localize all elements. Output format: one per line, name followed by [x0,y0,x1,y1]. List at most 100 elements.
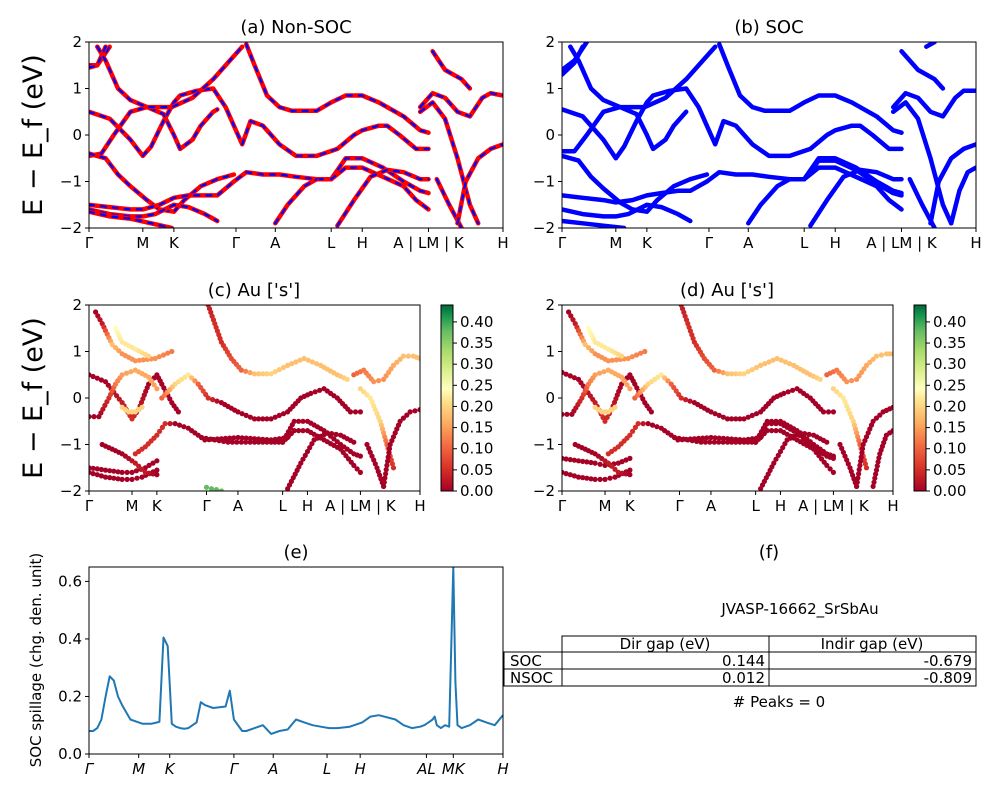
panel-d-band-15-point [827,466,833,472]
panel-d-band-9-point [787,361,793,367]
panel-c-band-10-point [192,378,198,384]
panel-c-band-2-point [93,309,99,315]
panel-c-band-13-point [302,452,308,458]
panel-d-colorbar-tick-label: 0.30 [933,355,966,373]
panel-d-band-20-point [870,483,876,489]
panel-d-xtick-label: M [599,497,612,515]
panel-a-band-18 [430,49,473,91]
panel-d-colorbar-tick-label: 0.35 [933,334,966,352]
panel-d-band-8-point [716,435,722,441]
panel-c-xtick-label: L [278,497,287,515]
panel-a-ytick-label: 1 [72,80,82,98]
panel-e-ytick-label: 0.0 [58,745,82,763]
panel-d-colorbar: 0.00 0.05 0.10 0.15 0.20 0.25 0.30 0.35 0.40 [913,304,966,500]
panel-d-band-10-point [733,416,739,422]
panel-c-band-4-point [107,468,113,474]
panel-d-colorbar-tick-label: 0.40 [933,313,966,331]
panel-d-band-9-point [724,371,731,377]
panel-e-xtick-label: A [267,760,278,778]
panel-d-band-8-point [654,424,660,430]
panel-b-band-15 [890,88,976,119]
panel-c-band-9-point [260,371,266,377]
panel-d-band-0-point [571,375,578,381]
panel-d-band-19-point [839,445,845,451]
panel-c-colorbar-tick-label: 0.10 [460,440,493,458]
panel-c-xtick-label: H [302,497,313,515]
panel-e-xtick-label: L [323,760,331,778]
panel-c-band-8-point [176,422,183,428]
panel-c-band-15-point [394,359,400,365]
panel-c-band-0-point [175,409,181,415]
panel-c-band-16-point [381,430,387,436]
table-row-nsoc-indir: -0.809 [924,669,972,687]
panel-d-band-4-point [567,457,573,463]
panel-d-band-11-point [729,439,735,445]
panel-d-band-4-point [563,456,569,462]
panel-a-band-2-overlay [89,87,430,157]
panel-d-band-7-point [623,471,629,477]
panel-d-band-14-point [777,448,784,455]
panel-c-band-5-point [102,474,109,480]
panel-c-band-17-point [392,430,398,436]
panel-d-band-2-point [609,357,615,363]
panel-c-band-7-point [136,463,142,469]
panel-d-band-9-point [774,355,780,362]
panel-c-band-8-point [157,428,163,434]
panel-d-band-14-point [782,441,788,447]
panel-d-band-11-point [741,439,747,445]
panel-d-band-8-point [640,421,646,427]
panel-b-band-21 [924,42,937,49]
panel-d-band-5-point [563,471,569,477]
panel-c-band-10-point [239,411,245,417]
panel-d-band-19-point [837,441,843,448]
panel-a-ytick-label: 2 [72,33,82,51]
panel-a-band-2 [89,86,431,159]
panel-f-summary: JVASP-16662_SrSbAu Dir gap (eV) Indir ga… [503,600,977,711]
panel-d-band-15-point [830,469,837,475]
panel-c-band-8-point [247,435,253,441]
panel-c-band-18-point [366,445,372,451]
panel-c-band-18-point [369,453,375,459]
panel-d-band-9-point [766,359,772,365]
panel-c-band-1-point [128,369,134,375]
panel-c-band-4-point [98,466,104,473]
panel-c-band-15-point [397,356,403,362]
panel-d-band-16-point [844,379,850,385]
panel-c-band-15-point [405,353,411,359]
panel-c-band-16-point [372,407,378,413]
panel-b-ytick-label: 1 [545,80,555,98]
panel-c-xtick-label: K [152,497,163,515]
panel-d-band-7-point [605,460,611,466]
panel-d-band-3-point [619,353,625,359]
panel-d-band-10-point [781,390,787,396]
panel-a-band-12-overlay [330,166,430,211]
panel-d-band-9-point [770,357,776,363]
panel-d-ytick-label: 2 [545,296,555,314]
panel-c-band-10-point [317,387,323,393]
panel-a-xtick-label: K [169,234,180,252]
panel-d-band-4-point [619,459,625,465]
panel-c-band-13-point [333,431,339,437]
panel-e-xtick-label: MK [442,760,466,778]
panel-d-band-18-point [855,475,861,481]
panel-a-band-9-overlay [245,43,430,134]
panel-c-band-9-point [314,361,320,367]
panel-c-band-9-point [344,376,350,382]
panel-d-band-10-point [790,387,796,393]
panel-b-band-4 [562,153,710,214]
panel-d-band-5-point [580,475,586,481]
panel-b-xtick-label: L [800,234,809,252]
panel-a-band-16-overlay [435,178,463,228]
panel-c-band-4-point [124,469,130,475]
panel-d-band-11-point [720,439,726,445]
panel-c-band-14-point [357,469,363,475]
panel-c-band-5-point [111,475,117,481]
panel-c-band-12-point [291,418,297,424]
panel-c-band-9-point [285,362,291,368]
panel-d-band-5-point [592,476,598,482]
panel-c-band-16-point [357,386,363,392]
panel-d-band-14-point [780,445,786,451]
panel-a-band-14 [417,90,503,119]
panel-d-band-11-point [716,439,722,445]
panel-d-band-18-point [858,458,864,464]
